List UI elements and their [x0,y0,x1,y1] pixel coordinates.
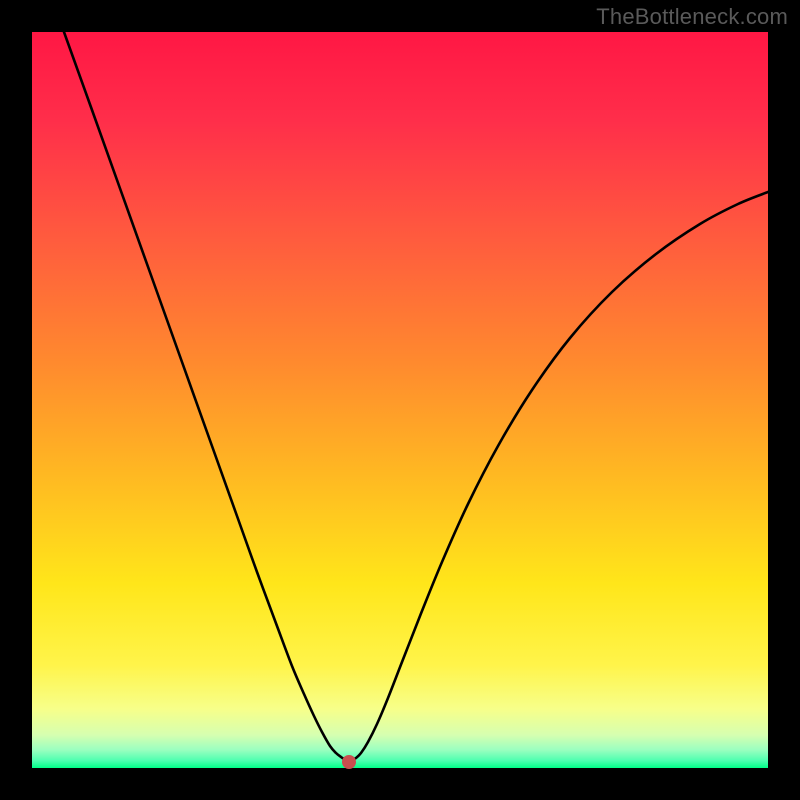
chart-plot-area [32,32,768,768]
watermark-text: TheBottleneck.com [596,4,788,30]
optimal-point-marker [342,755,356,769]
bottleneck-curve [32,32,768,768]
